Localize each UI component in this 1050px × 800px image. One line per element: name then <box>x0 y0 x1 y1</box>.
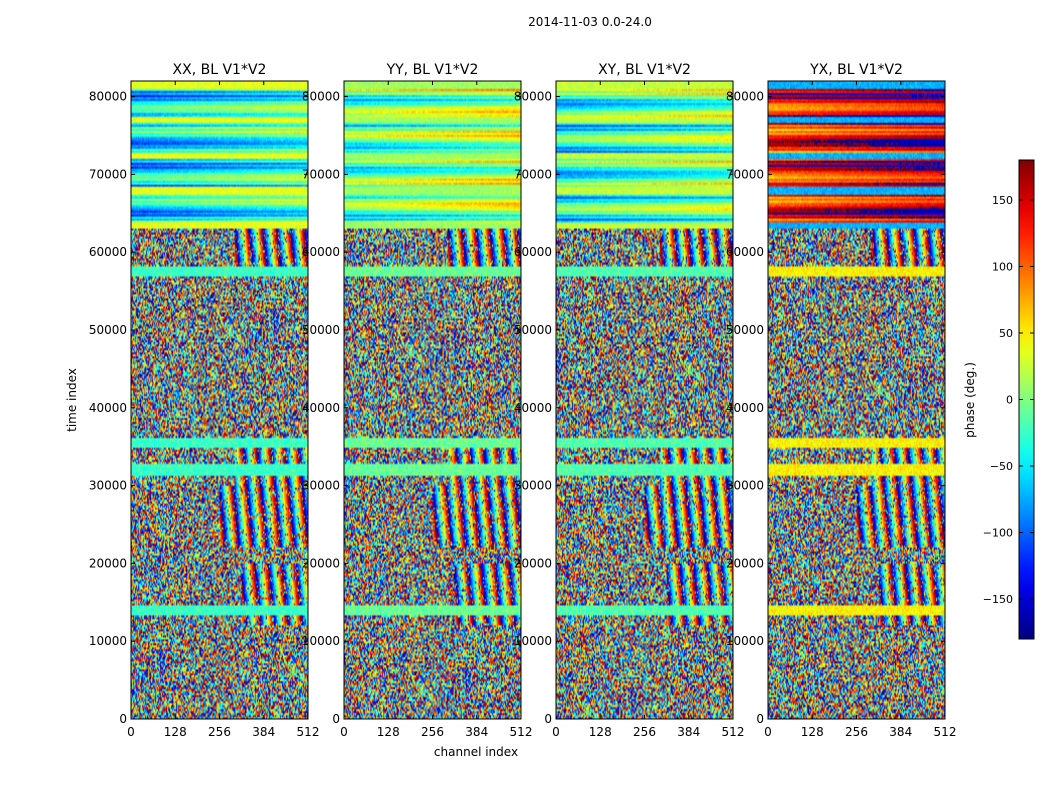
y-tick-label: 0 <box>332 712 340 726</box>
colorbar-tick-label: −150 <box>983 593 1013 606</box>
y-tick-label: 40000 <box>514 401 552 415</box>
x-tick-label: 512 <box>722 725 745 739</box>
colorbar-tick-label: 150 <box>992 194 1013 207</box>
x-tick-label: 128 <box>801 725 824 739</box>
y-tick-label: 60000 <box>302 245 340 259</box>
colorbar-label: phase (deg.) <box>963 362 977 438</box>
x-tick-label: 384 <box>465 725 488 739</box>
x-tick-label: 0 <box>552 725 560 739</box>
y-tick-label: 80000 <box>514 90 552 104</box>
x-tick-label: 0 <box>764 725 772 739</box>
panel-title: XX, BL V1*V2 <box>173 62 267 78</box>
y-tick-label: 80000 <box>726 90 764 104</box>
heatmap-image-1 <box>131 81 308 719</box>
x-tick-label: 128 <box>589 725 612 739</box>
y-tick-label: 70000 <box>302 167 340 181</box>
y-tick-label: 80000 <box>302 90 340 104</box>
y-tick-label: 0 <box>756 712 764 726</box>
x-tick-label: 128 <box>164 725 187 739</box>
y-tick-label: 30000 <box>302 479 340 493</box>
panel-title: XY, BL V1*V2 <box>598 62 691 78</box>
y-tick-label: 70000 <box>89 167 127 181</box>
y-tick-label: 10000 <box>89 634 127 648</box>
y-tick-label: 60000 <box>726 245 764 259</box>
y-tick-label: 50000 <box>302 323 340 337</box>
y-tick-label: 10000 <box>514 634 552 648</box>
x-tick-label: 0 <box>127 725 135 739</box>
y-tick-label: 60000 <box>89 245 127 259</box>
heatmap-image-3 <box>556 81 733 719</box>
panel-title: YY, BL V1*V2 <box>386 62 479 78</box>
panel-4: YX, BL V1*V2 0 128 256 384 512 0 10000 20000 3000… <box>726 62 957 739</box>
y-axis-label: time index <box>65 368 79 432</box>
y-tick-label: 40000 <box>302 401 340 415</box>
y-tick-label: 20000 <box>514 556 552 570</box>
x-tick-label: 512 <box>934 725 957 739</box>
x-tick-label: 256 <box>633 725 656 739</box>
panel-2: YY, BL V1*V2 0 128 256 384 512 0 10000 20000 3000… <box>302 62 533 739</box>
y-tick-label: 40000 <box>726 401 764 415</box>
x-tick-label: 384 <box>889 725 912 739</box>
y-tick-label: 20000 <box>89 556 127 570</box>
colorbar-tick-label: 0 <box>1006 394 1013 407</box>
x-tick-label: 0 <box>340 725 348 739</box>
x-tick-label: 256 <box>421 725 444 739</box>
y-tick-label: 60000 <box>514 245 552 259</box>
colorbar-tick-label: −50 <box>990 460 1013 473</box>
panel-title: YX, BL V1*V2 <box>809 62 903 78</box>
y-tick-label: 70000 <box>726 167 764 181</box>
y-tick-label: 0 <box>544 712 552 726</box>
y-tick-label: 20000 <box>726 556 764 570</box>
y-tick-label: 0 <box>119 712 127 726</box>
x-tick-label: 512 <box>297 725 320 739</box>
x-tick-label: 384 <box>252 725 275 739</box>
y-tick-label: 80000 <box>89 90 127 104</box>
x-tick-label: 384 <box>677 725 700 739</box>
y-tick-label: 50000 <box>514 323 552 337</box>
panel-3: XY, BL V1*V2 0 128 256 384 512 0 10000 20000 3000… <box>514 62 745 739</box>
colorbar-tick-label: 100 <box>992 260 1013 273</box>
x-axis-label: channel index <box>434 745 518 759</box>
panel-1: XX, BL V1*V2 0 128 256 384 512 0 10000 20000 3000… <box>89 62 320 739</box>
y-tick-label: 30000 <box>514 479 552 493</box>
x-tick-label: 512 <box>510 725 533 739</box>
y-tick-label: 30000 <box>726 479 764 493</box>
heatmap-image-4 <box>768 81 945 719</box>
y-tick-label: 40000 <box>89 401 127 415</box>
figure-suptitle: 2014-11-03 0.0-24.0 <box>528 15 652 29</box>
y-tick-label: 20000 <box>302 556 340 570</box>
x-tick-label: 256 <box>845 725 868 739</box>
colorbar-tick-label: 50 <box>999 327 1013 340</box>
colorbar-tick-label: −100 <box>983 527 1013 540</box>
y-tick-label: 10000 <box>302 634 340 648</box>
y-tick-label: 70000 <box>514 167 552 181</box>
y-tick-label: 10000 <box>726 634 764 648</box>
x-tick-label: 128 <box>377 725 400 739</box>
y-tick-label: 50000 <box>726 323 764 337</box>
y-tick-label: 50000 <box>89 323 127 337</box>
heatmap-image-2 <box>344 81 521 719</box>
x-tick-label: 256 <box>208 725 231 739</box>
y-tick-label: 30000 <box>89 479 127 493</box>
